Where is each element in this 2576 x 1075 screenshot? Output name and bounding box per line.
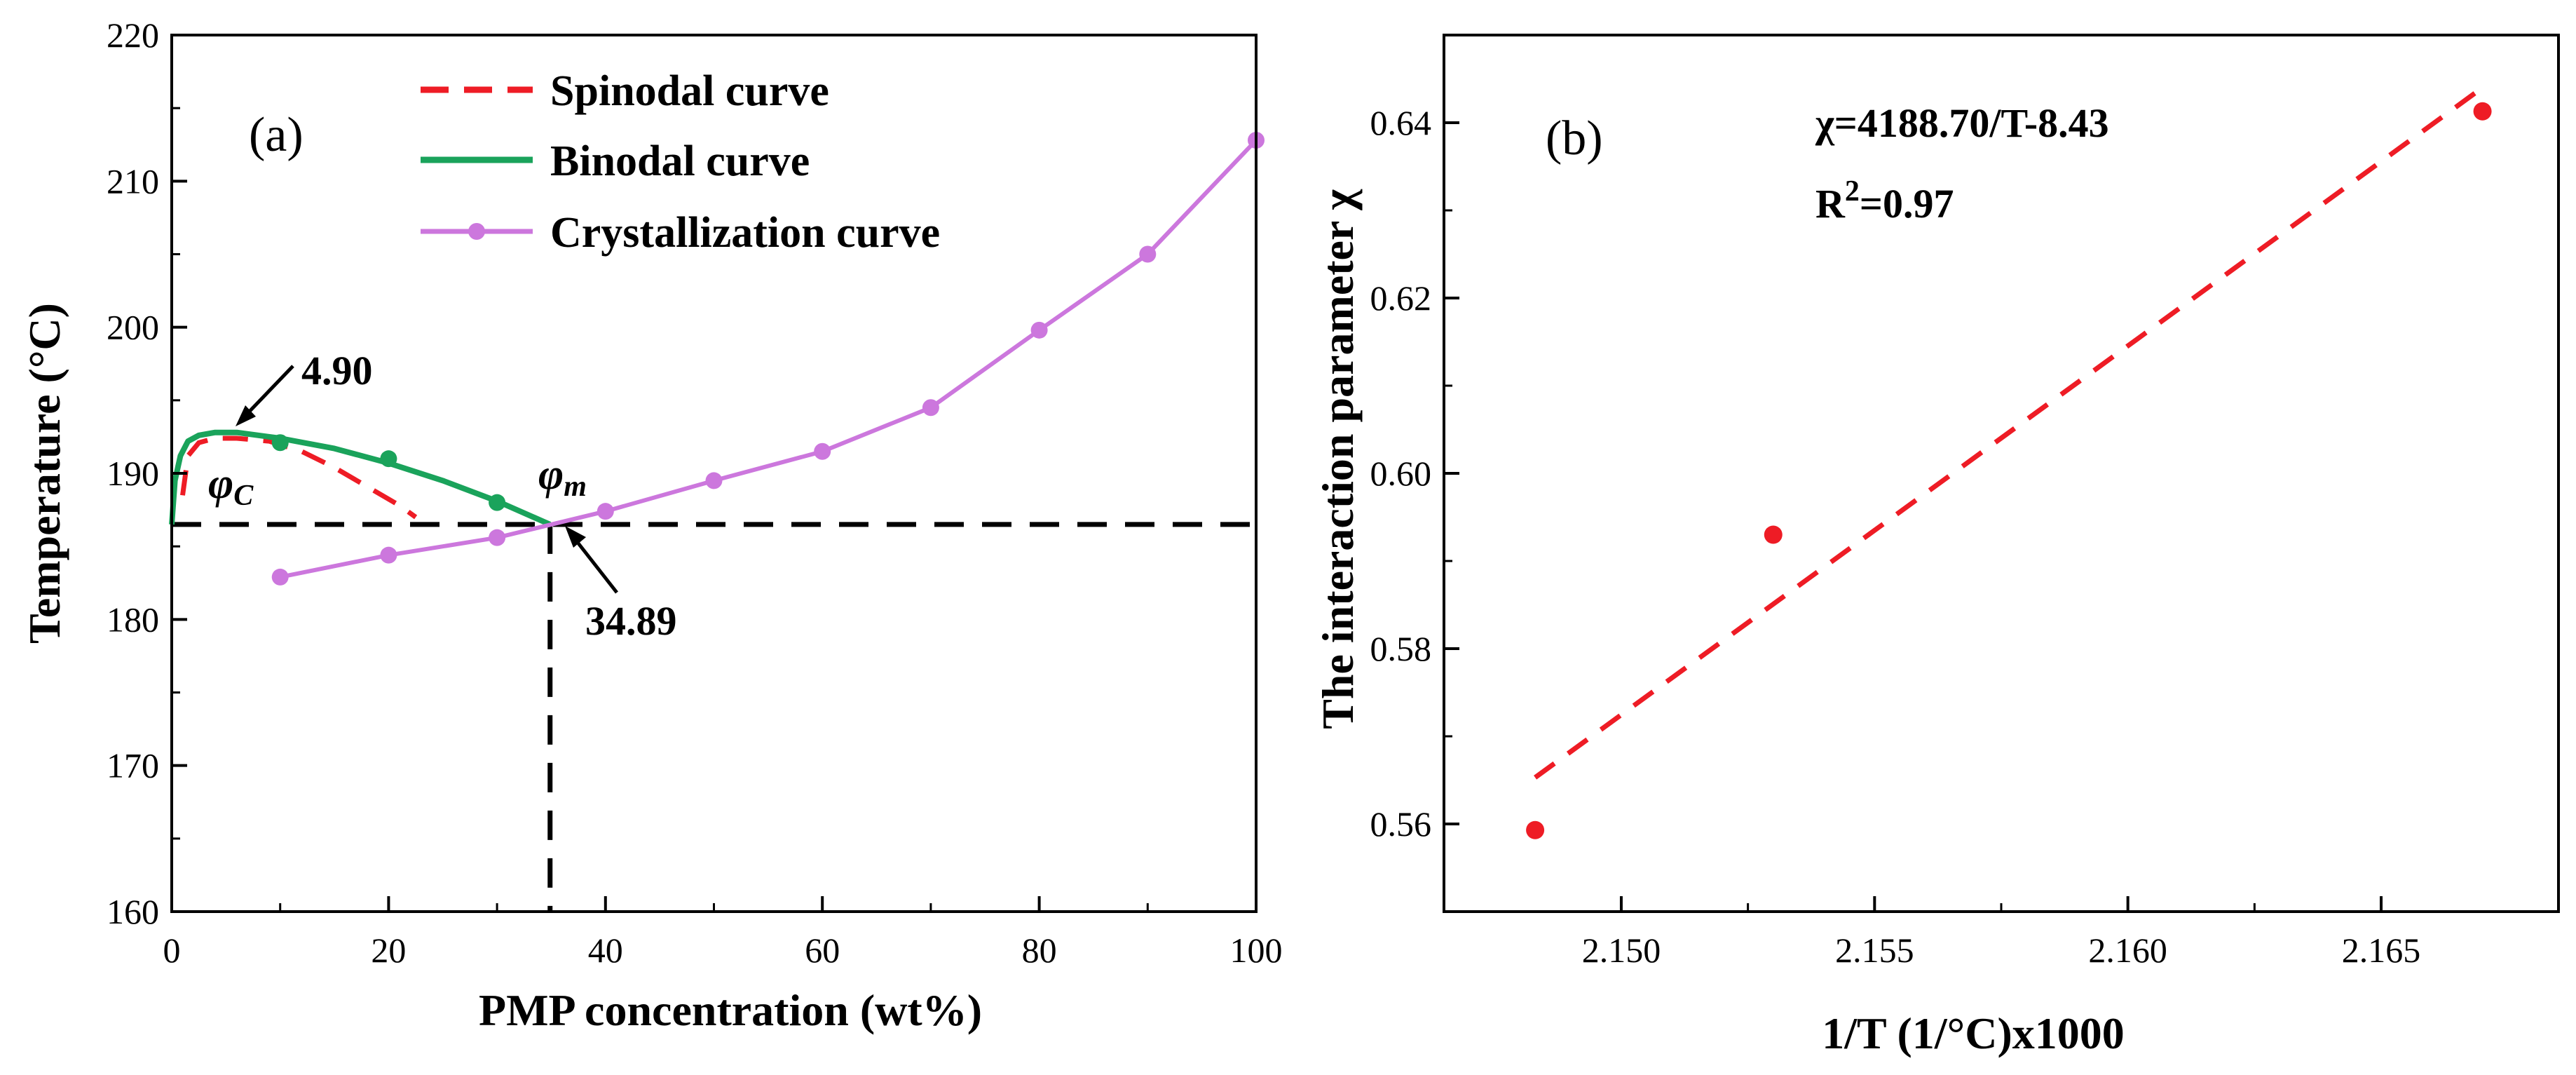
annotation-4-90-arrow: [240, 365, 294, 421]
axis-b-frame: [1443, 34, 2560, 913]
axis-b-xtick-label: 2.150: [1582, 931, 1661, 970]
panel-a: 0 20 40 60 80 100 160 170 180 190 200 210 220 (a) PM…: [20, 15, 1283, 1035]
panel-a-annotations: 4.90 34.89 φC φm: [208, 348, 677, 644]
axis-a-ytick-label: 220: [107, 15, 159, 55]
point-crystallization-curve: [814, 442, 831, 460]
equation-label: χ=4188.70/T-8.43: [1815, 100, 2109, 146]
r-squared-r: R: [1815, 181, 1846, 227]
data-point: [2473, 102, 2492, 121]
axis-a-xtick-label: 0: [163, 931, 181, 970]
panel-a-legend: Spinodal curve Binodal curve Crystalliza…: [421, 67, 940, 257]
annotation-34-89-arrowhead: [565, 526, 586, 548]
point-crystallization-curve: [271, 568, 289, 586]
axis-b-ytick-label: 0.64: [1370, 103, 1432, 142]
point-binodal-points: [271, 434, 289, 452]
panel-a-marks: [169, 132, 1265, 912]
legend-label-binodal: Binodal curve: [550, 137, 810, 185]
data-point: [1764, 525, 1783, 544]
series-binodal-curve: [169, 429, 552, 527]
phi-m-symbol: φ: [538, 451, 564, 499]
annotation-34-89: 34.89: [585, 598, 677, 644]
axis-a-ytick-label: 190: [107, 454, 159, 493]
panel-a-xlabel: PMP concentration (wt%): [479, 985, 982, 1035]
r-squared-sup: 2: [1845, 175, 1860, 208]
legend-label-spinodal: Spinodal curve: [550, 67, 829, 115]
axis-a-xtick-label: 20: [371, 931, 406, 970]
fit-line: [1534, 86, 2484, 780]
axis-b-ytick-label: 0.60: [1370, 454, 1432, 493]
panel-b-ylabel: The interaction parameter χ: [1313, 189, 1363, 729]
axis-a-ytick-label: 200: [107, 308, 159, 347]
phi-c-subscript: C: [233, 480, 254, 512]
point-crystallization-curve: [380, 546, 397, 564]
point-crystallization-curve: [1030, 321, 1048, 339]
point-crystallization-curve: [922, 399, 939, 417]
annotation-4-90: 4.90: [301, 348, 373, 393]
series-crystallization-curve: [280, 138, 1258, 579]
panel-a-ylabel: Temperature (°C): [20, 303, 69, 644]
axis-b-xtick-label: 2.160: [2088, 931, 2167, 970]
legend-label-crystallization: Crystallization curve: [550, 209, 940, 257]
point-binodal-points: [489, 494, 506, 511]
panel-a-label: (a): [249, 108, 304, 162]
point-crystallization-curve: [489, 529, 506, 546]
axis-a-ytick-label: 180: [107, 600, 159, 639]
r-squared-label: R2=0.97: [1815, 175, 1954, 227]
phi-c-symbol: φ: [208, 460, 233, 508]
axis-a-xtick-label: 40: [588, 931, 623, 970]
series-spinodal-curve: [180, 435, 418, 520]
annotation-4-90-arrowhead: [236, 405, 256, 426]
annotation-34-89-arrow: [570, 533, 618, 594]
axis-a-xtick-label: 80: [1022, 931, 1057, 970]
axis-a-ytick-label: 170: [107, 746, 159, 785]
panel-b-marks: [1526, 86, 2492, 839]
legend-marker-crystallization: [468, 223, 485, 240]
panel-b: 2.150 2.155 2.160 2.165 0.56 0.58 0.60 0.62 0.64…: [1313, 34, 2560, 1058]
axis-a-ytick-label: 160: [107, 892, 159, 931]
axis-b-xtick-label: 2.155: [1835, 931, 1914, 970]
panel-a-axes: 0 20 40 60 80 100 160 170 180 190 200 210 220: [107, 15, 1283, 970]
point-crystallization-curve: [1139, 245, 1157, 263]
axis-a-xtick-label: 60: [805, 931, 840, 970]
axis-b-ytick-label: 0.58: [1370, 629, 1432, 668]
axis-a-ytick-label: 210: [107, 161, 159, 201]
panel-b-label: (b): [1546, 111, 1603, 165]
axis-a-xtick-label: 100: [1230, 931, 1283, 970]
point-crystallization-curve: [597, 503, 614, 520]
phi-m-subscript: m: [564, 471, 587, 503]
point-crystallization-curve: [705, 472, 723, 489]
axis-b-ytick-label: 0.62: [1370, 278, 1432, 318]
panel-b-axes: 2.150 2.155 2.160 2.165 0.56 0.58 0.60 0.62 0.64: [1370, 34, 2560, 970]
r-squared-value: =0.97: [1860, 181, 1954, 227]
phi-m-label: φm: [538, 451, 587, 503]
phi-c-label: φC: [208, 460, 254, 512]
point-binodal-points: [380, 450, 397, 468]
panel-b-xlabel: 1/T (1/°C)x1000: [1822, 1008, 2125, 1058]
data-point: [1526, 820, 1545, 839]
axis-b-ytick-label: 0.56: [1370, 804, 1432, 844]
axis-b-xtick-label: 2.165: [2342, 931, 2421, 970]
